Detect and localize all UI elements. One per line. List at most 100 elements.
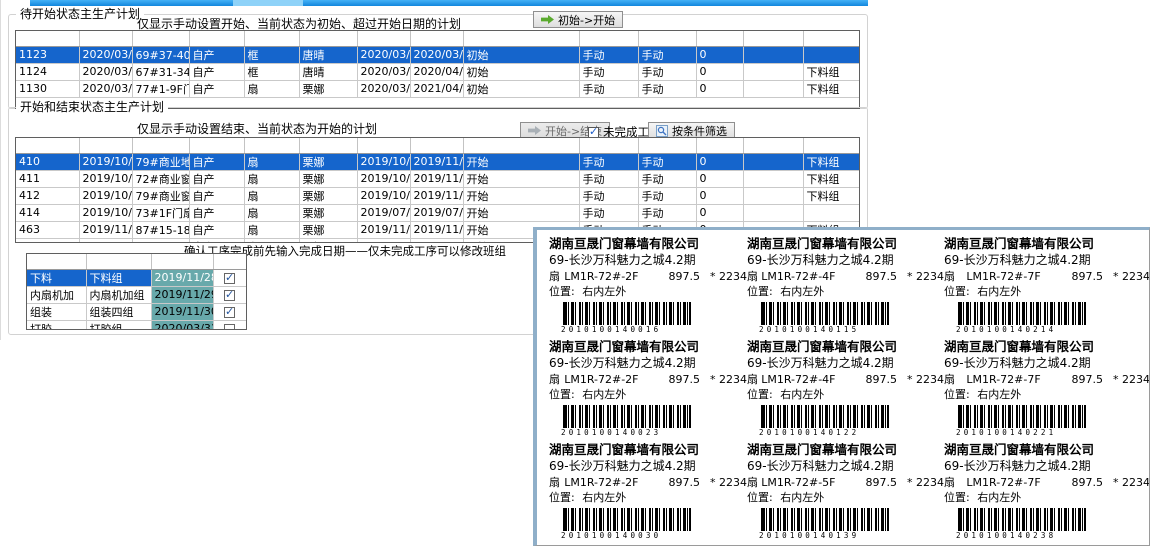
cell-operator: 栗娜 (299, 221, 358, 239)
column-header[interactable] (357, 138, 411, 154)
cell-remark: 67#31-34F门框 (132, 63, 190, 81)
column-header[interactable] (410, 138, 464, 154)
process-row[interactable]: 内扇机加 内扇机加组 2019/11/29 (27, 286, 246, 304)
cell-remark: 72#商业窗扇 (132, 170, 190, 188)
label-position-line: 位置: 右内左外 (549, 387, 747, 402)
cell-process-name: 组装 (27, 303, 87, 321)
label-position-line: 位置: 右内左外 (747, 490, 944, 505)
column-header[interactable] (463, 31, 580, 47)
label-type: 扇 (549, 270, 560, 283)
cell-date: 2019/10/24 (79, 153, 133, 171)
cell-team: 下料组 (803, 187, 859, 205)
cell-finish-date[interactable]: 2019/11/29 (151, 286, 214, 304)
column-header[interactable] (299, 31, 358, 47)
process-row[interactable]: 下料 下料组 2019/11/28 (27, 269, 246, 287)
label-company: 湖南亘晟门窗幕墙有限公司 (944, 442, 1095, 457)
cell-delay: 0 (696, 63, 744, 81)
label-model: LM1R-72#-2F (564, 373, 639, 386)
green-arrow-icon (541, 15, 554, 24)
column-header[interactable] (189, 138, 245, 154)
label-type: 扇 (747, 476, 758, 489)
cell-done (213, 269, 246, 287)
pending-plans-table: 1123 2020/03/26 69#37-40F门框 自产 框 唐晴 2020… (16, 31, 859, 98)
active-plan-row[interactable]: 411 2019/10/24 72#商业窗扇 自产 扇 栗娜 2019/10/2… (16, 170, 859, 188)
label-position-caption: 位置: (944, 285, 970, 298)
process-row[interactable]: 组装 组装四组 2019/11/30 (27, 303, 246, 321)
cell-process-name: 下料 (27, 269, 87, 287)
cell-operator: 栗娜 (299, 187, 358, 205)
cell-date: 2020/03/27 (79, 80, 133, 98)
column-header[interactable] (79, 138, 133, 154)
column-header[interactable] (79, 31, 133, 47)
cell-mode: 自产 (189, 80, 245, 98)
label-project: 69-长沙万科魅力之城4.2期 (549, 356, 696, 370)
active-plan-row[interactable]: 412 2019/10/24 79#商业窗扇 自产 扇 栗娜 2019/10/2… (16, 187, 859, 205)
barcode (958, 302, 1086, 325)
cell-date: 2019/10/24 (79, 170, 133, 188)
cell-start-date: 2019/10/24 (357, 170, 411, 188)
cell-summary (743, 153, 804, 171)
incomplete-process-checkbox[interactable] (588, 125, 599, 138)
column-header[interactable] (244, 138, 300, 154)
pending-plan-row[interactable]: 1124 2020/03/26 67#31-34F门框 自产 框 唐晴 2020… (16, 63, 859, 81)
label-width: 897.5 (1071, 476, 1104, 489)
init-to-start-button[interactable]: 初始->开始 (533, 11, 624, 28)
column-header[interactable] (132, 31, 190, 47)
gray-arrow-icon (528, 126, 541, 135)
label-spec-line: 扇 LM1R-72#-2F 897.5 * 2234 (549, 372, 747, 387)
cell-finish-date[interactable]: 2019/11/30 (151, 303, 214, 321)
column-header[interactable] (410, 31, 464, 47)
column-header[interactable] (696, 138, 744, 154)
cell-end-date: 2019/11/02 (410, 170, 464, 188)
process-done-checkbox[interactable] (224, 305, 235, 318)
column-header[interactable] (16, 138, 80, 154)
cell-finish-date[interactable]: 2020/03/31 (151, 320, 214, 329)
label-project: 69-长沙万科魅力之城4.2期 (549, 253, 696, 267)
cell-summary (743, 63, 804, 81)
process-done-checkbox[interactable] (224, 323, 235, 329)
active-plan-row[interactable]: 410 2019/10/24 79#商业地弹... 自产 扇 栗娜 2019/1… (16, 153, 859, 171)
active-plan-row[interactable]: 414 2019/10/24 73#1F门扇窗扇 自产 扇 栗娜 2019/07… (16, 204, 859, 222)
column-header[interactable] (803, 138, 859, 154)
column-header[interactable] (244, 31, 300, 47)
column-header[interactable] (743, 31, 804, 47)
group-active-title: 开始和结束状态主生产计划 (16, 100, 169, 114)
cell-start-date: 2019/11/08 (357, 221, 411, 239)
column-header[interactable] (638, 138, 697, 154)
cell-finish-date[interactable]: 2019/11/28 (151, 269, 214, 287)
column-header[interactable] (357, 31, 411, 47)
column-header[interactable] (16, 31, 80, 47)
column-header[interactable] (189, 31, 245, 47)
cell-status: 开始 (463, 170, 580, 188)
column-header[interactable] (463, 138, 580, 154)
pending-plan-row[interactable]: 1130 2020/03/27 77#1-9F门扇 自产 扇 栗娜 2020/0… (16, 80, 859, 98)
label-height: * 2234 (710, 373, 747, 386)
labels-grid: 湖南亘晟门窗幕墙有限公司 69-长沙万科魅力之城4.2期 扇 LM1R-72#-… (537, 230, 1149, 545)
column-header[interactable] (299, 138, 358, 154)
label-position-value: 右内左外 (977, 491, 1022, 504)
column-header[interactable] (579, 31, 639, 47)
column-header[interactable] (213, 254, 246, 270)
label-spec-line: 扇 LM1R-72#-7F 897.5 * 2234 (944, 475, 1149, 490)
column-header[interactable] (743, 138, 804, 154)
column-header[interactable] (132, 138, 190, 154)
column-header[interactable] (638, 31, 697, 47)
process-row[interactable]: 打胶 打胶组 2020/03/31 (27, 320, 246, 329)
label-position-caption: 位置: (549, 491, 575, 504)
cell-start-date: 2019/10/24 (357, 187, 411, 205)
cell-process-team: 下料组 (86, 269, 152, 287)
cell-delay: 0 (696, 80, 744, 98)
column-header[interactable] (86, 254, 152, 270)
process-done-checkbox[interactable] (224, 271, 235, 284)
column-header[interactable] (803, 31, 859, 47)
column-header[interactable] (151, 254, 214, 270)
column-header[interactable] (27, 254, 87, 270)
label-company: 湖南亘晟门窗幕墙有限公司 (747, 442, 898, 457)
column-header[interactable] (579, 138, 639, 154)
process-done-checkbox[interactable] (224, 288, 235, 301)
label-position-value: 右内左外 (780, 491, 825, 504)
pending-plan-row[interactable]: 1123 2020/03/26 69#37-40F门框 自产 框 唐晴 2020… (16, 46, 859, 64)
cell-status: 初始 (463, 46, 580, 64)
label-position-value: 右内左外 (780, 285, 825, 298)
column-header[interactable] (696, 31, 744, 47)
